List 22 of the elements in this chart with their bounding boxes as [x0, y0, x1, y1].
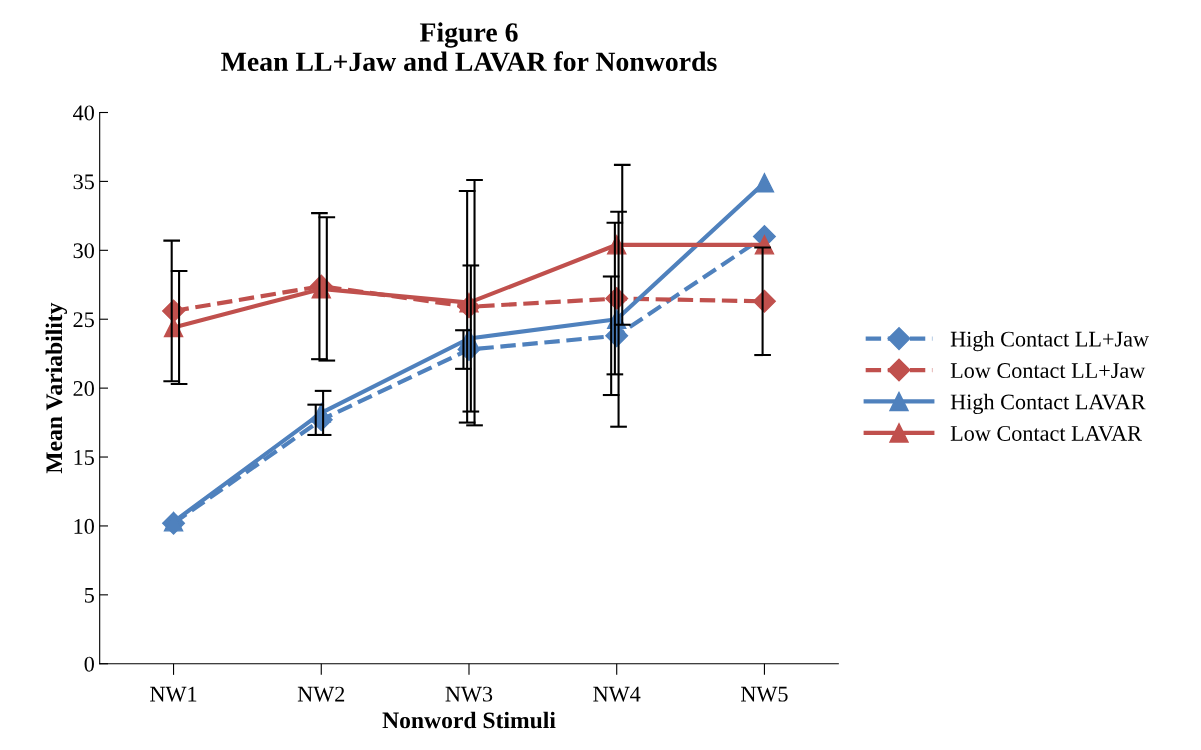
y-axis-title: Mean Variability: [45, 302, 68, 474]
x-axis-title: Nonword Stimuli: [382, 711, 556, 729]
legend-label: High Contact LAVAR: [950, 393, 1146, 415]
y-tick-label: 25: [73, 312, 94, 328]
x-tick-label: NW2: [297, 686, 345, 702]
y-tick-label: 0: [84, 656, 94, 672]
legend-label: High Contact LL+Jaw: [950, 330, 1149, 352]
y-tick-label: 35: [73, 174, 94, 190]
y-tick-label: 5: [85, 588, 94, 603]
x-tick-label: NW5: [741, 686, 788, 702]
legend-label: Low Contact LL+Jaw: [950, 363, 1146, 379]
y-tick-label: 20: [73, 381, 94, 397]
legend-label: Low Contact LAVAR: [950, 425, 1142, 442]
x-tick-label: NW1: [150, 686, 197, 702]
y-tick-label: 40: [73, 105, 94, 121]
x-tick-label: NW4: [593, 686, 641, 702]
y-tick-label: 10: [74, 518, 94, 534]
point: [754, 173, 775, 193]
y-tick-label: 30: [73, 243, 94, 259]
x-tick-label: NW3: [445, 686, 493, 702]
y-tick-label: 15: [74, 450, 94, 465]
chart-title: Figure 6 Mean LL+Jaw and LAVAR for Nonwords: [221, 22, 717, 72]
